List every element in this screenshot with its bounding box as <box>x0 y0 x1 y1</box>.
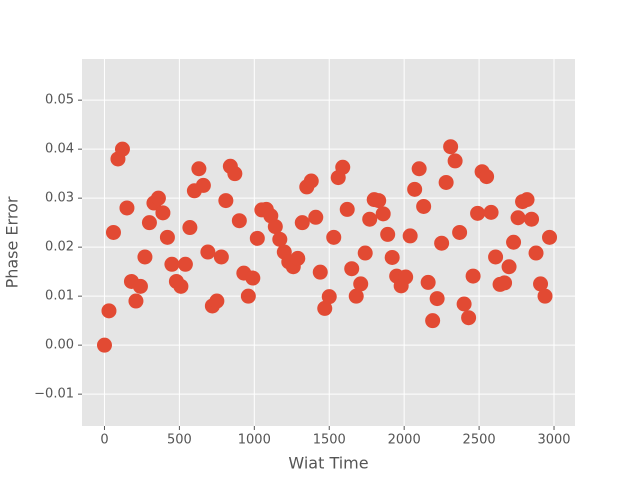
point <box>348 288 364 304</box>
point <box>335 159 351 175</box>
point <box>528 245 544 261</box>
x-tick-label: 2000 <box>388 433 421 448</box>
point <box>398 269 414 285</box>
point <box>465 268 481 284</box>
point <box>510 210 526 226</box>
y-tick-label: 0.05 <box>45 93 74 108</box>
point <box>416 198 432 214</box>
point <box>114 141 130 157</box>
point <box>231 213 247 229</box>
point <box>227 166 243 182</box>
x-tick-label: 0 <box>100 433 108 448</box>
point <box>164 256 180 272</box>
point <box>497 275 513 291</box>
point <box>200 244 216 260</box>
point <box>209 293 225 309</box>
point <box>240 288 256 304</box>
point <box>150 190 166 206</box>
point <box>452 224 468 240</box>
y-tick-label: 0.03 <box>45 191 74 206</box>
x-tick-label: 2500 <box>463 433 496 448</box>
point <box>155 205 171 221</box>
point <box>407 181 423 197</box>
point <box>501 259 517 275</box>
point <box>213 249 229 265</box>
y-tick-label: 0.00 <box>45 338 74 353</box>
point <box>447 153 463 169</box>
point <box>461 310 477 326</box>
point <box>339 201 355 217</box>
point <box>272 231 288 247</box>
y-tick-label: 0.01 <box>45 289 74 304</box>
x-tick-label: 3000 <box>537 433 570 448</box>
point <box>137 249 153 265</box>
point <box>537 288 553 304</box>
point <box>425 313 441 329</box>
point <box>290 250 306 266</box>
y-axis-label: Phase Error <box>3 196 22 288</box>
point <box>344 261 360 277</box>
point <box>411 161 427 177</box>
point <box>132 278 148 294</box>
point <box>308 209 324 225</box>
point <box>182 220 198 236</box>
point <box>506 234 522 250</box>
point <box>434 235 450 251</box>
point <box>317 300 333 316</box>
point <box>267 219 283 235</box>
point <box>362 211 378 227</box>
point <box>357 245 373 261</box>
point <box>524 211 540 227</box>
point <box>479 169 495 185</box>
point <box>128 293 144 309</box>
point <box>326 229 342 245</box>
point <box>519 192 535 208</box>
point <box>375 206 391 222</box>
point <box>488 249 504 265</box>
point <box>195 177 211 193</box>
x-tick-label: 1000 <box>238 433 271 448</box>
point <box>245 270 261 286</box>
point <box>438 174 454 190</box>
point <box>303 173 319 189</box>
point <box>470 205 486 221</box>
point <box>443 139 459 155</box>
point <box>191 161 207 177</box>
point <box>371 193 387 209</box>
x-axis-label: Wiat Time <box>288 454 368 473</box>
point <box>141 215 157 231</box>
y-tick-label: −0.01 <box>34 387 74 402</box>
point <box>173 278 189 294</box>
point <box>542 229 558 245</box>
point <box>483 204 499 220</box>
x-tick-label: 1500 <box>313 433 346 448</box>
point <box>177 256 193 272</box>
point <box>312 264 328 280</box>
x-tick-label: 500 <box>167 433 192 448</box>
point <box>353 276 369 292</box>
point <box>402 228 418 244</box>
point <box>420 274 436 290</box>
point <box>533 276 549 292</box>
point <box>249 230 265 246</box>
point <box>294 215 310 231</box>
point <box>321 289 337 305</box>
point <box>380 226 396 242</box>
point <box>119 200 135 216</box>
point <box>384 249 400 265</box>
point <box>105 224 121 240</box>
point <box>101 303 117 319</box>
y-tick-label: 0.04 <box>45 142 74 157</box>
point <box>218 193 234 209</box>
point <box>456 296 472 312</box>
point <box>96 337 112 353</box>
point <box>159 229 175 245</box>
point <box>429 291 445 307</box>
y-tick-label: 0.02 <box>45 240 74 255</box>
